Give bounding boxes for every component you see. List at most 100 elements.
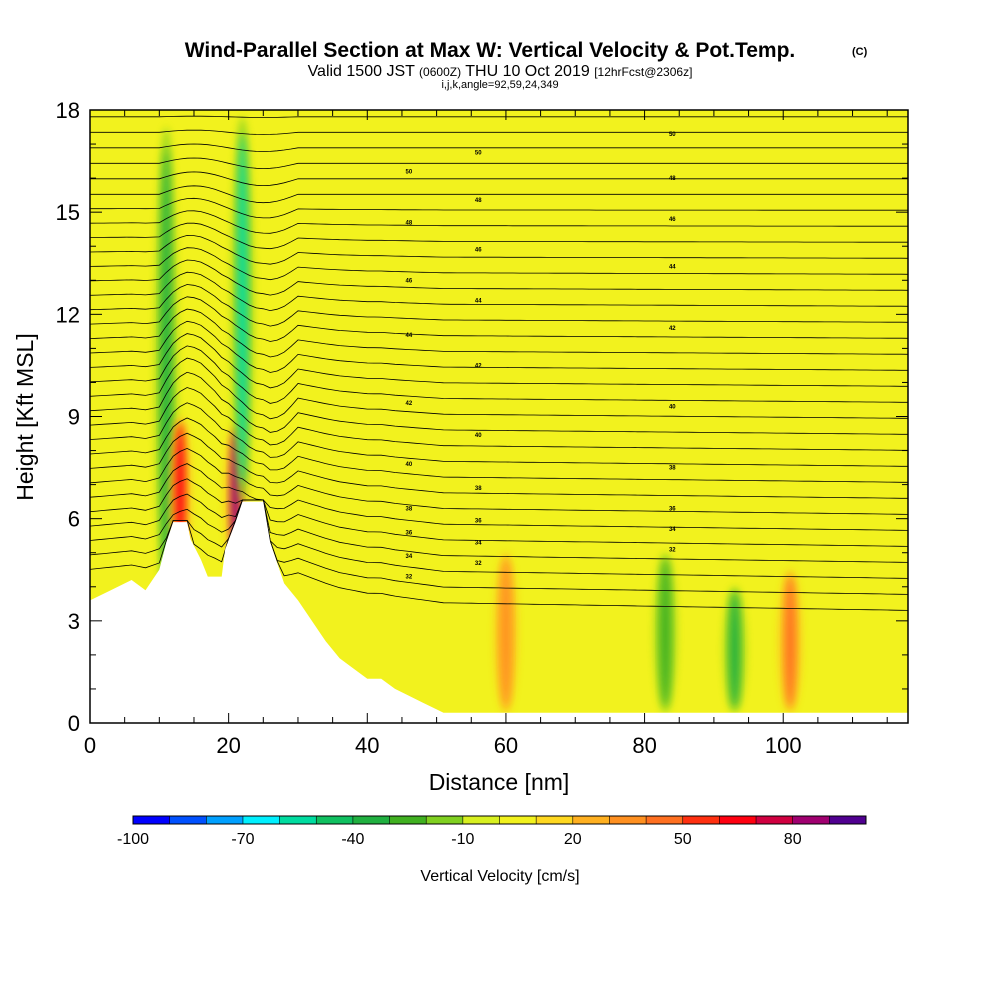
velocity-feature (660, 559, 671, 706)
y-tick-label: 0 (68, 711, 80, 736)
theta-contour-line (90, 447, 908, 515)
theta-contour-label: 36 (406, 530, 413, 536)
theta-contour-label: 48 (406, 220, 413, 226)
theta-contour-label: 50 (475, 151, 482, 157)
theta-contour-line (90, 185, 908, 204)
colorbar-swatch (609, 816, 647, 824)
x-tick-label: 0 (84, 733, 96, 758)
colorbar-swatch (572, 816, 610, 824)
colorbar-swatch (756, 816, 793, 824)
theta-contour-label: 42 (669, 326, 676, 332)
colorbar-swatch (719, 816, 757, 824)
colorbar-label: Vertical Velocity [cm/s] (420, 868, 579, 885)
theta-contour-label: 50 (669, 132, 676, 138)
theta-contour-label: 38 (475, 486, 482, 492)
y-tick-label: 12 (56, 302, 80, 327)
valid-prefix: Valid 1500 JST (308, 63, 416, 80)
theta-contour-line (90, 499, 908, 579)
colorbar-swatch (279, 816, 317, 824)
valid-utc: (0600Z) (419, 65, 461, 79)
theta-contour-label: 46 (669, 217, 676, 223)
plot-area: 3232323434343636363838384040404242424444… (56, 98, 909, 758)
velocity-feature (237, 134, 248, 485)
velocity-feature (785, 576, 796, 707)
colorbar-swatch (536, 816, 574, 824)
forecast-info: [12hrFcst@2306z] (594, 65, 692, 79)
theta-contour-label: 38 (669, 466, 676, 472)
y-axis-label: Height [Kft MSL] (12, 333, 38, 500)
theta-contour-line (90, 371, 908, 435)
theta-contour-line (90, 296, 908, 342)
velocity-feature (500, 559, 511, 706)
chart-subtitle: Valid 1500 JST (0600Z) THU 10 Oct 2019 [… (308, 63, 693, 80)
colorbar-swatch (169, 816, 207, 824)
axis-ticks: 0 20 40 60 80 100 0 36 9 12 15 18 (56, 98, 908, 758)
theta-contour-label: 44 (669, 265, 676, 271)
theta-contour-label: 34 (406, 554, 413, 560)
colorbar-swatch (682, 816, 720, 824)
velocity-feature (729, 592, 740, 708)
theta-contour-line (90, 234, 908, 265)
colorbar-swatch (646, 816, 684, 824)
theta-contour-line (90, 499, 908, 611)
theta-contour-label: 40 (475, 433, 482, 439)
theta-contour-label: 32 (406, 575, 413, 581)
theta-contour-line (90, 210, 908, 234)
theta-contour-line (90, 402, 908, 467)
colorbar-tick-label: 20 (564, 831, 582, 848)
y-tick-label: 18 (56, 98, 80, 123)
colorbar-tick-label: -100 (117, 831, 149, 848)
theta-contour-label: 40 (669, 404, 676, 410)
theta-contour-label: 44 (475, 299, 482, 305)
theta-contour-label: 46 (475, 248, 482, 254)
theta-contour-label: 32 (669, 547, 676, 553)
theta-contour-line (90, 499, 908, 595)
x-axis-label: Distance [nm] (429, 769, 570, 795)
x-tick-label: 20 (216, 733, 240, 758)
theta-contour-label: 40 (406, 462, 413, 468)
colorbar-swatch (829, 816, 867, 824)
velocity-feature (161, 149, 172, 592)
theta-contour-label: 34 (669, 527, 676, 533)
colorbar-swatch (242, 816, 280, 824)
theta-contour-line (90, 333, 908, 389)
theta-contour-line (90, 432, 908, 499)
theta-contour-label: 50 (406, 169, 413, 175)
theta-contour-label: 42 (406, 401, 413, 407)
colorbar-tick-label: -70 (231, 831, 254, 848)
theta-contour-label: 48 (669, 176, 676, 182)
theta-contour-label: 48 (475, 198, 482, 204)
valid-date: THU 10 Oct 2019 (465, 63, 590, 80)
theta-contour-label: 36 (475, 518, 482, 524)
colorbar-swatch (499, 816, 537, 824)
theta-contour-line (90, 345, 908, 404)
x-tick-label: 60 (494, 733, 518, 758)
theta-contour-line (90, 417, 908, 483)
theta-contour-line (90, 129, 908, 135)
colorbar-swatch (389, 816, 427, 824)
chart-title: Wind-Parallel Section at Max W: Vertical… (185, 39, 796, 62)
x-tick-label: 80 (632, 733, 656, 758)
y-tick-label: 15 (56, 200, 80, 225)
theta-contour-line (90, 143, 908, 153)
theta-contour-label: 36 (669, 506, 676, 512)
theta-contour-line (90, 493, 908, 563)
colorbar-swatch (316, 816, 354, 824)
theta-contour-line (90, 357, 908, 420)
colorbar-tick-label: -10 (451, 831, 474, 848)
theta-contour-line (90, 387, 908, 451)
y-tick-label: 9 (68, 405, 80, 430)
theta-contour-line (90, 478, 908, 547)
theta-contour-line (90, 115, 908, 118)
x-tick-label: 100 (765, 733, 802, 758)
theta-contour-line (90, 320, 908, 373)
colorbar-tick-label: 80 (784, 831, 802, 848)
theta-contour-line (90, 463, 908, 531)
theta-contour-label: 42 (475, 363, 482, 369)
theta-contour-label: 34 (475, 541, 482, 547)
colorbar-tick-label: 50 (674, 831, 692, 848)
colorbar-tick-label: -40 (341, 831, 364, 848)
theta-contour-line (90, 171, 908, 187)
copyright-mark: (C) (852, 46, 868, 58)
y-tick-label: 6 (68, 507, 80, 532)
